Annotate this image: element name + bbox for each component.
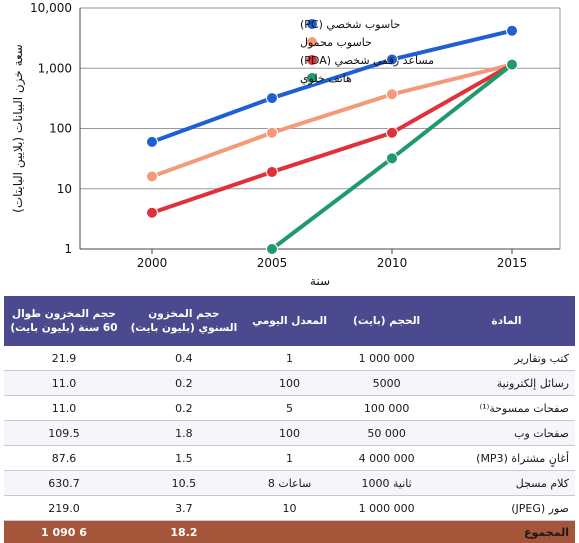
footer-rate xyxy=(243,520,336,543)
cell-item: صفحات وب xyxy=(437,420,575,446)
x-tick-label: 2005 xyxy=(257,256,288,270)
cell-size: 1 000 000 xyxy=(335,495,438,521)
cell-item: كتب وتقارير xyxy=(437,346,575,371)
data-point-0 xyxy=(146,135,158,148)
legend-marker xyxy=(306,54,318,66)
x-tick-label: 2010 xyxy=(377,256,408,270)
cell-annual: 3.7 xyxy=(123,495,244,521)
table-body: كتب وتقارير 1 000 000 1 0.4 21.9 رسائل إلكترو… xyxy=(4,346,575,521)
table-row: كلام مسجل 1000 ثانية 8 ساعات 10.5 630.7 xyxy=(4,470,575,496)
data-point-3 xyxy=(386,152,398,165)
data-point-1 xyxy=(146,170,158,183)
data-point-2 xyxy=(386,126,398,139)
cell-total: 219.0 xyxy=(4,495,124,521)
cell-item: كلام مسجل xyxy=(437,470,575,496)
cell-total: 630.7 xyxy=(4,470,124,496)
legend-label: حاسوب شخصي (PC) xyxy=(300,18,400,31)
cell-size: 4 000 000 xyxy=(335,445,438,471)
x-tick-label: 2015 xyxy=(497,256,528,270)
chart-svg: 1 10 100 1,000 10,000 2000 2005 2010 2015 حاسوب… xyxy=(11,1,561,288)
legend-label: حاسوب محمول xyxy=(300,36,372,49)
table-row: صفحات ممسوحة⁽¹⁾ 100 000 5 0.2 11.0 xyxy=(4,395,575,421)
series-line-0 xyxy=(150,28,514,144)
data-point-0 xyxy=(266,92,278,105)
series-line-1 xyxy=(150,62,514,179)
header-rate: المعدل اليومي xyxy=(243,296,336,346)
y-tick-label: 10,000 xyxy=(30,1,72,15)
data-point-0 xyxy=(506,24,518,37)
cell-size: 5000 xyxy=(335,370,438,396)
cell-size: 1000 ثانية xyxy=(335,470,438,496)
header-size: الحجم (بايت) xyxy=(335,296,438,346)
header-total: حجم المخزون طوال 60 سنة (بليون بايت) xyxy=(4,296,124,346)
legend-marker xyxy=(306,72,318,84)
y-tick-label: 100 xyxy=(49,122,72,136)
cell-total: 87.6 xyxy=(4,445,124,471)
cell-annual: 10.5 xyxy=(123,470,244,496)
footer-total: 1 090 6 xyxy=(4,520,124,543)
cell-rate: 100 xyxy=(243,420,336,446)
cell-total: 11.0 xyxy=(4,395,124,421)
cell-total: 109.5 xyxy=(4,420,124,446)
cell-rate: 100 xyxy=(243,370,336,396)
cell-rate: 5 xyxy=(243,395,336,421)
data-point-3 xyxy=(506,58,518,71)
cell-rate: 10 xyxy=(243,495,336,521)
y-tick-label: 10 xyxy=(57,182,72,196)
cell-annual: 0.2 xyxy=(123,395,244,421)
cell-item: صفحات ممسوحة⁽¹⁾ xyxy=(437,395,575,421)
table-row: صور (JPEG) 1 000 000 10 3.7 219.0 xyxy=(4,495,575,521)
table-row: أغانٍ مشتراة (MP3) 4 000 000 1 1.5 87.6 xyxy=(4,445,575,471)
y-tick-label: 1 xyxy=(64,242,72,256)
grid xyxy=(79,7,561,250)
data-point-1 xyxy=(386,88,398,101)
cell-annual: 0.2 xyxy=(123,370,244,396)
series-line-2 xyxy=(150,62,514,215)
cell-rate: 1 xyxy=(243,346,336,371)
data-point-2 xyxy=(266,165,278,178)
cell-size: 1 000 000 xyxy=(335,346,438,371)
x-axis-label: سنة xyxy=(310,274,330,288)
table-footer-row: المجموع 18.2 1 090 6 xyxy=(4,520,575,543)
cell-annual: 1.8 xyxy=(123,420,244,446)
y-ticks: 1 10 100 1,000 10,000 xyxy=(30,1,72,256)
legend-label: هاتف خلوي xyxy=(300,72,352,85)
storage-table: المادة الحجم (بايت) المعدل اليومي حجم ال… xyxy=(4,296,575,543)
cell-annual: 1.5 xyxy=(123,445,244,471)
cell-item: صور (JPEG) xyxy=(437,495,575,521)
chart: 1 10 100 1,000 10,000 2000 2005 2010 2015 حاسوب… xyxy=(11,1,561,288)
x-tick-label: 2000 xyxy=(137,256,168,270)
cell-size: 50 000 xyxy=(335,420,438,446)
data-point-2 xyxy=(146,206,158,219)
footer-size xyxy=(335,520,438,543)
y-axis-label: سعة خزن البيانات (بلايين البايتات) xyxy=(11,44,26,213)
cell-rate: 1 xyxy=(243,445,336,471)
header-item: المادة xyxy=(437,296,575,346)
data-point-1 xyxy=(266,126,278,139)
cell-size: 100 000 xyxy=(335,395,438,421)
cell-item: رسائل إلكترونية xyxy=(437,370,575,396)
x-ticks: 2000 2005 2010 2015 xyxy=(137,249,528,270)
footer-annual: 18.2 xyxy=(123,520,244,543)
header-annual: حجم المخزون السنوي (بليون بايت) xyxy=(123,296,244,346)
y-tick-label: 1,000 xyxy=(38,61,72,75)
cell-item: أغانٍ مشتراة (MP3) xyxy=(437,445,575,471)
series xyxy=(146,24,518,255)
data-point-0 xyxy=(386,53,398,66)
cell-total: 11.0 xyxy=(4,370,124,396)
table-row: صفحات وب 50 000 100 1.8 109.5 xyxy=(4,420,575,446)
data-table: المادة الحجم (بايت) المعدل اليومي حجم ال… xyxy=(4,296,575,543)
legend-label: مساعد رقمي شخصي (PDA) xyxy=(300,54,434,67)
data-point-3 xyxy=(266,243,278,255)
legend-marker xyxy=(306,18,318,30)
cell-rate: 8 ساعات xyxy=(243,470,336,496)
table-header-row: المادة الحجم (بايت) المعدل اليومي حجم ال… xyxy=(4,296,575,346)
table-row: كتب وتقارير 1 000 000 1 0.4 21.9 xyxy=(4,346,575,371)
legend-marker xyxy=(306,36,318,48)
table-row: رسائل إلكترونية 5000 100 0.2 11.0 xyxy=(4,370,575,396)
footer-item: المجموع xyxy=(437,520,575,543)
cell-total: 21.9 xyxy=(4,346,124,371)
cell-annual: 0.4 xyxy=(123,346,244,371)
legend: حاسوب شخصي (PC) حاسوب محمول مساعد رقمي شخص… xyxy=(300,18,434,85)
